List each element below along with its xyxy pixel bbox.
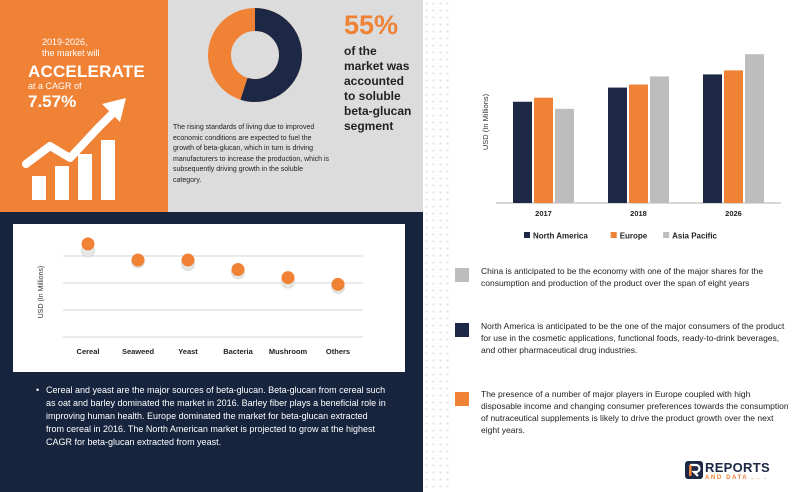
logo-name: REPORTS <box>705 460 770 475</box>
dot-chart-ylabel: USD (In Millions) <box>38 266 45 319</box>
logo-icon <box>685 461 703 479</box>
bar-asia-pacific-2018 <box>650 76 669 203</box>
info-swatch-china <box>455 268 469 282</box>
source-chart-card <box>13 224 405 372</box>
source-dot-chart: USD (In Millions) Cereal Seaweed Yeast Bact… <box>38 237 363 356</box>
info-swatch-europe <box>455 392 469 406</box>
bar-asia-pacific-2017 <box>555 108 574 203</box>
dot-tick-label: Mushroom <box>269 347 308 356</box>
source-bullet: • Cereal and yeast are the major sources… <box>36 384 386 449</box>
dot-others-1 <box>331 277 345 291</box>
bar-europe-2017 <box>534 97 553 203</box>
source-bullet-text: Cereal and yeast are the major sources o… <box>46 385 386 447</box>
legend-label: Europe <box>620 232 648 241</box>
legend-label: Asia Pacific <box>672 232 717 241</box>
bar-north-america-2017 <box>513 101 532 203</box>
growth-chart-icon <box>22 98 126 200</box>
stat-years: 2019-2026, the market will <box>42 37 100 58</box>
legend-swatch <box>663 232 670 238</box>
stat-cagr-value: 7.57% <box>28 92 77 111</box>
bar-tick-label: 2018 <box>630 209 647 218</box>
bar-asia-pacific-2026 <box>745 54 764 203</box>
legend-swatch <box>524 232 530 238</box>
dot-tick-label: Seaweed <box>122 347 155 356</box>
info-text-china: China is anticipated to be the economy w… <box>481 266 764 288</box>
donut-percent: 55% <box>344 10 399 40</box>
bar-north-america-2026 <box>703 74 722 203</box>
dot-tick-label: Yeast <box>178 347 198 356</box>
dot-tick-label: Bacteria <box>223 347 253 356</box>
bar-europe-2018 <box>629 84 648 203</box>
donut-caption: of the market was accounted to soluble b… <box>344 44 412 133</box>
dot-yeast-1 <box>181 253 195 267</box>
dot-tick-label: Others <box>326 347 350 356</box>
bar-europe-2026 <box>724 70 743 203</box>
legend-label: North America <box>533 232 588 241</box>
donut-description: The rising standards of living due to im… <box>173 124 330 184</box>
donut-soluble-arc <box>240 8 302 102</box>
info-text-europe: The presence of a number of major player… <box>481 389 789 435</box>
logo-tagline: AND DATA . . . <box>705 475 768 481</box>
dot-cereal-1 <box>81 237 95 251</box>
legend-swatch <box>610 232 617 238</box>
dot-bacteria-1 <box>231 263 245 276</box>
bar-tick-label: 2017 <box>535 209 552 218</box>
info-text-north-america: North America is anticipated to be the o… <box>481 321 785 355</box>
dot-tick-label: Cereal <box>77 347 100 356</box>
bullet-glyph: • <box>36 385 40 395</box>
bar-tick-label: 2026 <box>725 209 742 218</box>
regional-bar-chart: USD (In Millions) 2017 2018 2026 North Amer… <box>481 54 781 241</box>
info-swatch-north-america <box>455 323 469 337</box>
bar-north-america-2018 <box>608 87 627 203</box>
dot-mushroom-1 <box>281 271 295 285</box>
stat-cagr-label: at a CAGR of <box>28 81 82 91</box>
soluble-share-donut <box>208 8 302 102</box>
dot-seaweed-1 <box>131 253 145 267</box>
stat-accelerate: ACCELERATE <box>28 62 145 81</box>
bar-chart-ylabel: USD (In Millions) <box>481 93 490 150</box>
